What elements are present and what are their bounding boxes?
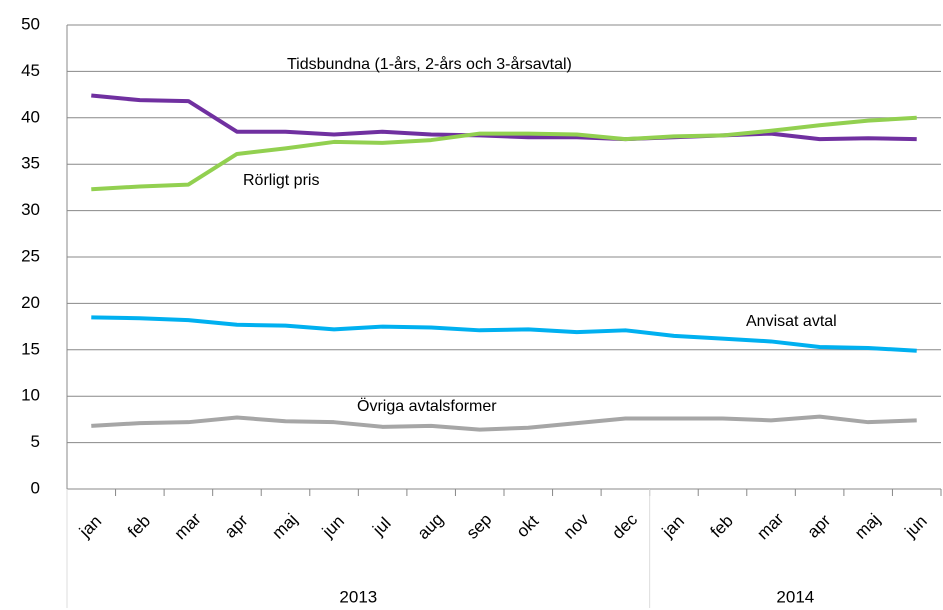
series-label: Övriga avtalsformer: [357, 398, 497, 415]
series-line: [91, 414, 917, 432]
x-tick-label: okt: [513, 511, 543, 541]
x-tick-label: feb: [707, 511, 737, 541]
x-tick-label: nov: [560, 510, 593, 543]
x-tick-label: maj: [268, 510, 301, 543]
x-tick-label: jun: [901, 512, 931, 542]
x-tick-label: jan: [75, 512, 105, 542]
series-label: Rörligt pris: [243, 172, 320, 189]
series-line: [91, 315, 917, 353]
x-tick-label: sep: [463, 510, 496, 543]
y-tick-label: 50: [21, 14, 40, 33]
series-line: [91, 115, 917, 192]
x-tick-label: mar: [171, 509, 205, 543]
y-tick-label: 15: [21, 339, 40, 358]
y-tick-label: 45: [21, 61, 40, 80]
y-tick-label: 40: [21, 107, 40, 126]
x-tick-label: jun: [318, 512, 348, 542]
x-tick-label: jul: [368, 514, 394, 540]
series-line: [91, 93, 917, 142]
x-tick-label: aug: [414, 510, 447, 543]
series-label: Anvisat avtal: [746, 313, 837, 330]
y-tick-label: 25: [21, 246, 40, 265]
x-tick-label: jan: [658, 512, 688, 542]
x-tick-label: dec: [608, 510, 641, 543]
y-tick-label: 5: [31, 432, 40, 451]
x-tick-label: maj: [851, 510, 884, 543]
x-tick-label: apr: [803, 511, 834, 542]
y-tick-label: 35: [21, 154, 40, 173]
y-tick-label: 30: [21, 200, 40, 219]
y-tick-label: 10: [21, 386, 40, 405]
y-tick-label: 0: [31, 478, 40, 497]
y-tick-label: 20: [21, 293, 40, 312]
x-tick-label: feb: [124, 511, 154, 541]
x-tick-label: apr: [221, 511, 252, 542]
x-tick-label: mar: [753, 509, 787, 543]
group-label: 2013: [339, 587, 377, 606]
series-label: Tidsbundna (1-års, 2-års och 3-årsavtal): [287, 56, 572, 73]
group-label: 2014: [776, 587, 814, 606]
